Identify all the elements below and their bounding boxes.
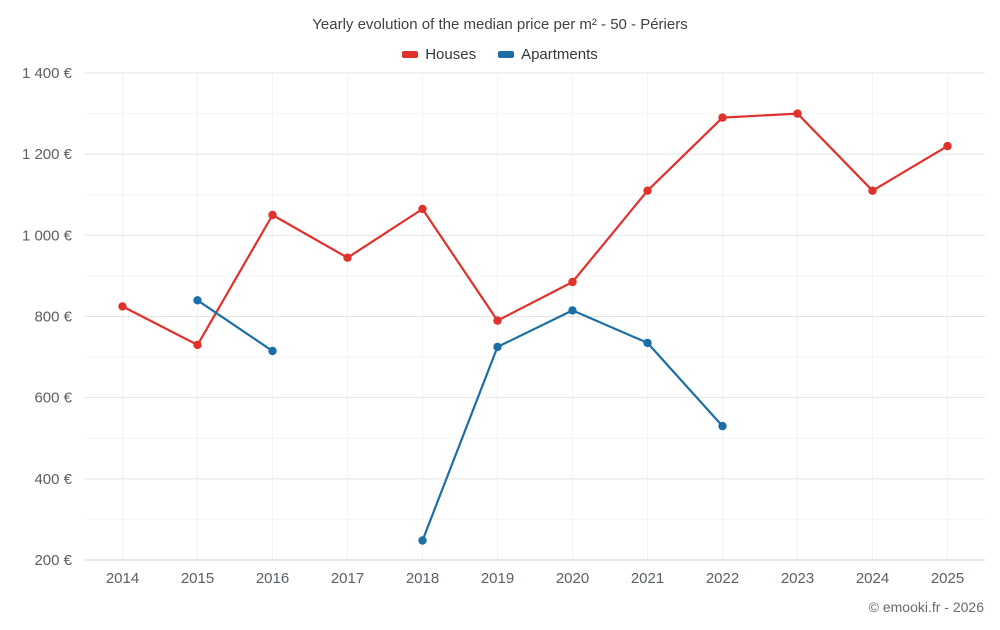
legend-item-houses[interactable]: Houses	[402, 46, 476, 63]
x-tick-label: 2017	[331, 570, 364, 587]
x-tick-label: 2018	[406, 570, 439, 587]
houses-point	[568, 277, 577, 287]
y-tick-label: 600 €	[34, 390, 72, 407]
apartments-legend-label: Apartments	[521, 46, 598, 63]
y-tick-label: 400 €	[34, 471, 72, 488]
apartments-point	[643, 338, 652, 348]
x-tick-label: 2019	[481, 570, 514, 587]
apartments-point	[193, 296, 202, 305]
x-axis: 2014 2015 2016 2017 2018 2019 2020 2021 2022 2023…	[106, 570, 964, 587]
apartments-legend-swatch	[498, 51, 515, 58]
apartments-line	[196, 299, 724, 541]
x-tick-label: 2023	[781, 570, 814, 587]
legend-item-apartments[interactable]: Apartments	[498, 46, 598, 63]
x-tick-label: 2022	[706, 570, 739, 587]
x-tick-label: 2025	[931, 570, 964, 587]
chart-footer: © emooki.fr - 2026	[868, 599, 984, 615]
x-tick-label: 2015	[181, 570, 214, 587]
houses-point	[118, 302, 127, 311]
apartments-point	[493, 342, 502, 352]
houses-point	[943, 141, 952, 151]
y-tick-label: 800 €	[34, 309, 72, 326]
houses-point	[793, 109, 802, 118]
houses-point	[268, 210, 277, 220]
y-tick-label: 1 000 €	[22, 227, 73, 244]
houses-legend-label: Houses	[425, 46, 477, 63]
y-axis: 200 € 400 € 600 € 800 € 1 000 € 1 200 € 1 400 …	[22, 65, 73, 569]
x-tick-label: 2024	[856, 570, 889, 587]
chart-title: Yearly evolution of the median price per…	[312, 16, 688, 33]
y-tick-label: 200 €	[34, 552, 72, 569]
houses-point	[868, 186, 877, 195]
apartments-series	[193, 296, 727, 545]
x-tick-label: 2014	[106, 570, 139, 587]
legend: Houses Apartments	[0, 46, 1000, 63]
houses-point	[193, 340, 202, 350]
houses-point	[493, 316, 502, 325]
apartments-point	[718, 421, 727, 431]
apartments-point	[418, 536, 427, 545]
x-tick-label: 2021	[631, 570, 664, 587]
houses-legend-swatch	[402, 51, 419, 58]
houses-line	[121, 112, 949, 346]
houses-point	[718, 113, 727, 122]
x-tick-label: 2020	[556, 570, 589, 587]
y-tick-label: 1 200 €	[22, 146, 73, 163]
houses-point	[418, 204, 427, 214]
houses-series	[118, 109, 952, 350]
houses-point	[343, 253, 352, 262]
apartments-point	[268, 346, 277, 356]
houses-point	[643, 186, 652, 195]
apartments-point	[568, 306, 577, 315]
x-tick-label: 2016	[256, 570, 289, 587]
y-tick-label: 1 400 €	[22, 65, 73, 82]
